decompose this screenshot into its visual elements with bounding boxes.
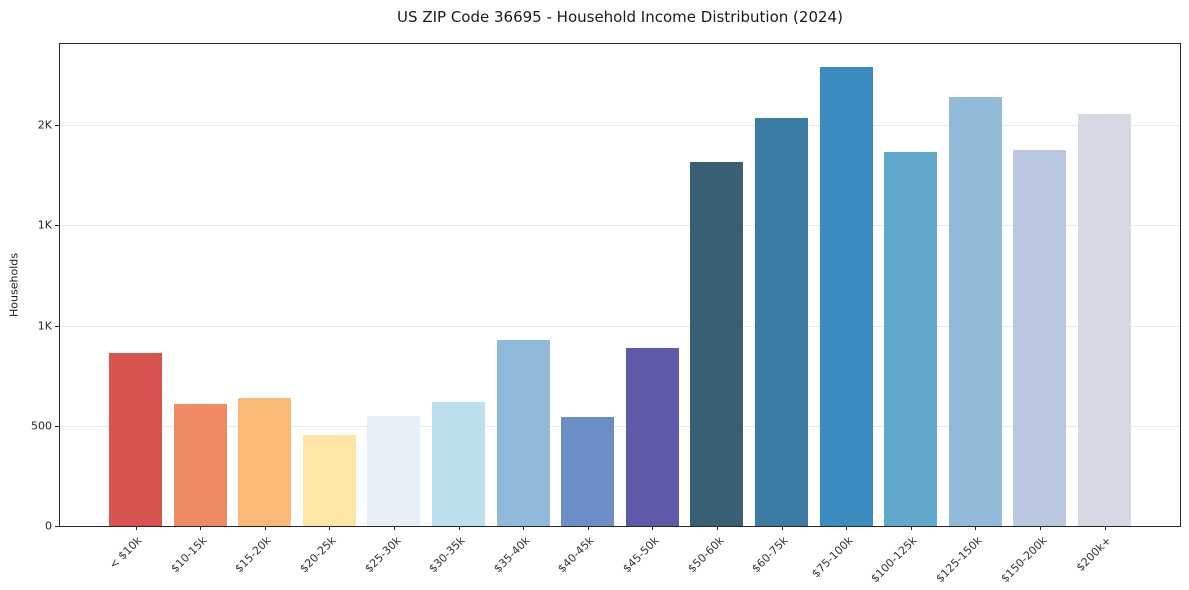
x-tick-mark [329, 526, 331, 530]
x-tick-mark [975, 526, 977, 530]
gridline-1500 [60, 225, 1180, 227]
bar-$25-30k [367, 415, 421, 526]
bar-$50-60k [690, 162, 744, 526]
x-tick-label: $150-200k [997, 534, 1050, 586]
y-axis-label: Households [7, 253, 21, 317]
bar-$60-75k [754, 118, 808, 526]
x-tick-label: $25-30k [361, 534, 404, 576]
x-tick-label: $40-45k [555, 534, 597, 576]
x-tick-mark [135, 526, 137, 530]
x-tick-mark [393, 526, 395, 530]
x-tick-mark [1039, 526, 1041, 530]
x-tick-label: $35-40k [491, 534, 533, 576]
x-tick-mark [716, 526, 718, 530]
y-tick-label: 1K [37, 319, 52, 333]
y-tick-label: 1K [37, 218, 52, 232]
bar-$10-15k [173, 403, 227, 526]
gridline-2000 [60, 125, 1180, 127]
y-tick-label: 500 [31, 419, 52, 433]
bar-$150-200k [1013, 150, 1067, 526]
plot-area: 0 500 1K 1K 2K < $10k $10-15k $15-20k $20-25k $2… [31, 43, 1181, 585]
gridline-500 [60, 425, 1180, 427]
x-tick-label: $75-100k [809, 534, 856, 581]
x-tick-mark [587, 526, 589, 530]
bar-$125-150k [948, 97, 1002, 526]
x-tick-label: $60-75k [749, 534, 791, 576]
bar-$45-50k [625, 347, 679, 526]
bar-< $10k [109, 352, 162, 526]
bar-$30-35k [431, 401, 485, 526]
y-tick-mark [55, 125, 59, 127]
chart-title: US ZIP Code 36695 - Household Income Dis… [397, 8, 843, 26]
bars-layer [60, 44, 1180, 526]
x-tick-label: $20-25k [297, 534, 339, 576]
x-tick-mark [910, 526, 912, 530]
y-tick-mark [55, 225, 59, 227]
x-tick-mark [781, 526, 783, 530]
bar-$15-20k [238, 397, 292, 526]
bar-$100-125k [884, 152, 938, 526]
bar-$20-25k [302, 434, 356, 526]
bar-$35-40k [496, 339, 550, 526]
x-tick-mark [264, 526, 266, 530]
gridline-1000 [60, 325, 1180, 327]
y-tick-mark [55, 425, 59, 427]
bar-$200k+ [1077, 114, 1131, 526]
x-tick-mark [846, 526, 848, 530]
x-tick-label: $125-150k [933, 534, 985, 586]
y-tick-mark [55, 526, 59, 527]
y-tick-label: 2K [37, 118, 52, 132]
y-tick-mark [55, 325, 59, 327]
x-tick-label: $100-125k [868, 534, 920, 586]
x-tick-label: $200k+ [1073, 534, 1114, 575]
x-tick-label: < $10k [107, 534, 145, 572]
bar-$75-100k [819, 67, 873, 526]
x-tick-mark [652, 526, 654, 530]
x-tick-mark [523, 526, 525, 530]
x-tick-label: $50-60k [684, 534, 727, 576]
x-tick-label: $45-50k [620, 534, 662, 576]
y-tick-label: 0 [45, 519, 52, 533]
x-tick-label: $30-35k [426, 534, 468, 576]
bar-$40-45k [561, 416, 615, 526]
x-tick-label: $15-20k [232, 534, 274, 576]
x-tick-mark [1104, 526, 1106, 530]
x-tick-mark [200, 526, 202, 530]
x-tick-mark [458, 526, 460, 530]
x-tick-label: $10-15k [168, 534, 210, 576]
